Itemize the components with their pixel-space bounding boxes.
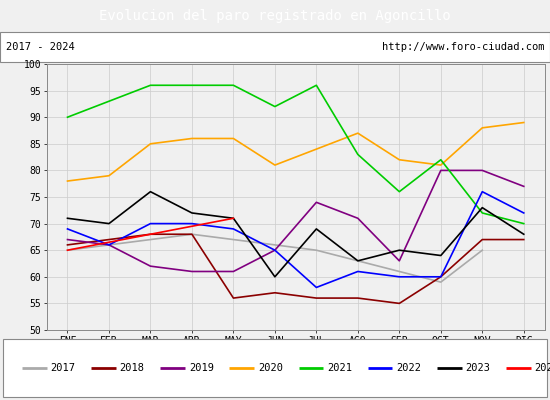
Text: 2020: 2020 (258, 363, 283, 373)
Text: 2021: 2021 (327, 363, 352, 373)
Text: Evolucion del paro registrado en Agoncillo: Evolucion del paro registrado en Agoncil… (99, 9, 451, 23)
Text: 2017 - 2024: 2017 - 2024 (6, 42, 74, 52)
Text: 2017: 2017 (51, 363, 75, 373)
Text: 2023: 2023 (465, 363, 491, 373)
Text: http://www.foro-ciudad.com: http://www.foro-ciudad.com (382, 42, 544, 52)
Text: 2018: 2018 (120, 363, 145, 373)
Text: 2019: 2019 (189, 363, 214, 373)
Text: 2022: 2022 (397, 363, 421, 373)
Text: 2024: 2024 (535, 363, 550, 373)
